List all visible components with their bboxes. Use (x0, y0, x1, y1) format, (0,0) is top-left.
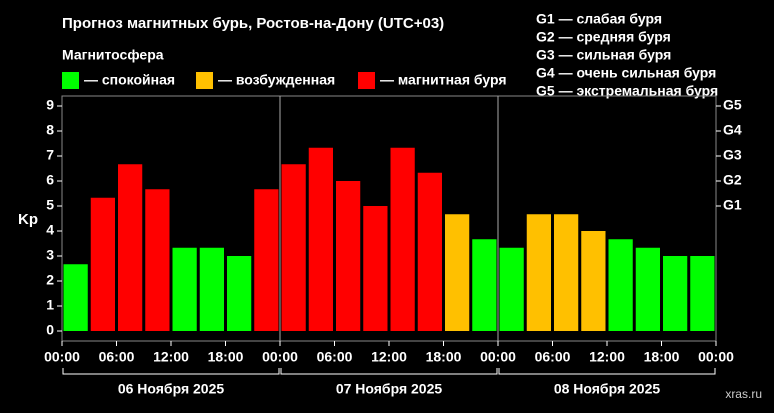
bar (445, 214, 470, 331)
x-tick-label: 12:00 (371, 349, 407, 365)
day-label: 07 Ноября 2025 (336, 381, 443, 397)
y-tick-label: 7 (46, 147, 54, 163)
x-tick-label: 18:00 (208, 349, 244, 365)
x-tick-label: 06:00 (99, 349, 135, 365)
y-tick-label: 3 (46, 247, 54, 263)
bar (90, 197, 115, 331)
bar (608, 239, 633, 331)
y2-tick-label: G5 (723, 97, 742, 113)
bar (63, 264, 88, 331)
y-tick-label: 6 (46, 172, 54, 188)
y-tick-label: 1 (46, 297, 54, 313)
y-tick-label: 2 (46, 272, 54, 288)
day-bracket (498, 368, 716, 375)
x-tick-label: 12:00 (153, 349, 189, 365)
g-scale-entry: G3 — сильная буря (536, 47, 671, 63)
legend-label: — возбужденная (218, 72, 335, 88)
g-scale-entry: G1 — слабая буря (536, 11, 662, 27)
y-tick-label: 0 (46, 322, 54, 338)
x-tick-label: 06:00 (317, 349, 353, 365)
bar (363, 206, 388, 331)
day-bracket (280, 368, 498, 375)
bar (172, 247, 197, 331)
y-tick-label: 9 (46, 97, 54, 113)
bar (390, 147, 415, 331)
legend-label: — спокойная (84, 72, 175, 88)
bar (199, 247, 224, 331)
day-label: 06 Ноября 2025 (118, 381, 225, 397)
x-tick-label: 06:00 (535, 349, 571, 365)
x-tick-label: 00:00 (44, 349, 80, 365)
bar (690, 256, 715, 331)
y2-tick-label: G2 (723, 172, 742, 188)
bar (308, 147, 333, 331)
legend-swatch (62, 72, 79, 89)
y-axis-label: Kp (18, 211, 38, 228)
x-tick-label: 12:00 (589, 349, 625, 365)
day-bracket (62, 368, 280, 375)
y-tick-label: 5 (46, 197, 54, 213)
y2-tick-label: G1 (723, 197, 742, 213)
bar (635, 247, 660, 331)
y2-tick-label: G4 (723, 122, 742, 138)
y-tick-label: 4 (46, 222, 54, 238)
legend-swatch (358, 72, 375, 89)
bar (554, 214, 579, 331)
g-scale-entry: G2 — средняя буря (536, 29, 671, 45)
bar (499, 247, 524, 331)
bar (227, 256, 252, 331)
bar (281, 164, 306, 331)
watermark: xras.ru (725, 387, 762, 401)
bar (254, 189, 279, 331)
bar (581, 231, 606, 331)
bar (526, 214, 551, 331)
g-scale-entry: G4 — очень сильная буря (536, 65, 716, 81)
x-tick-label: 00:00 (262, 349, 298, 365)
x-tick-label: 18:00 (426, 349, 462, 365)
bar (118, 164, 143, 331)
x-tick-label: 00:00 (698, 349, 734, 365)
bar (336, 181, 361, 331)
bar (663, 256, 688, 331)
chart-title: Прогноз магнитных бурь, Ростов-на-Дону (… (62, 15, 444, 32)
legend-label: — магнитная буря (380, 72, 507, 88)
legend-swatch (196, 72, 213, 89)
y-tick-label: 8 (46, 122, 54, 138)
x-tick-label: 18:00 (644, 349, 680, 365)
g-scale-entry: G5 — экстремальная буря (536, 83, 718, 99)
legend-title: Магнитосфера (62, 47, 164, 63)
bar (417, 172, 442, 331)
y2-tick-label: G3 (723, 147, 742, 163)
day-label: 08 Ноября 2025 (554, 381, 661, 397)
x-tick-label: 00:00 (480, 349, 516, 365)
bar (472, 239, 497, 331)
bar (145, 189, 170, 331)
